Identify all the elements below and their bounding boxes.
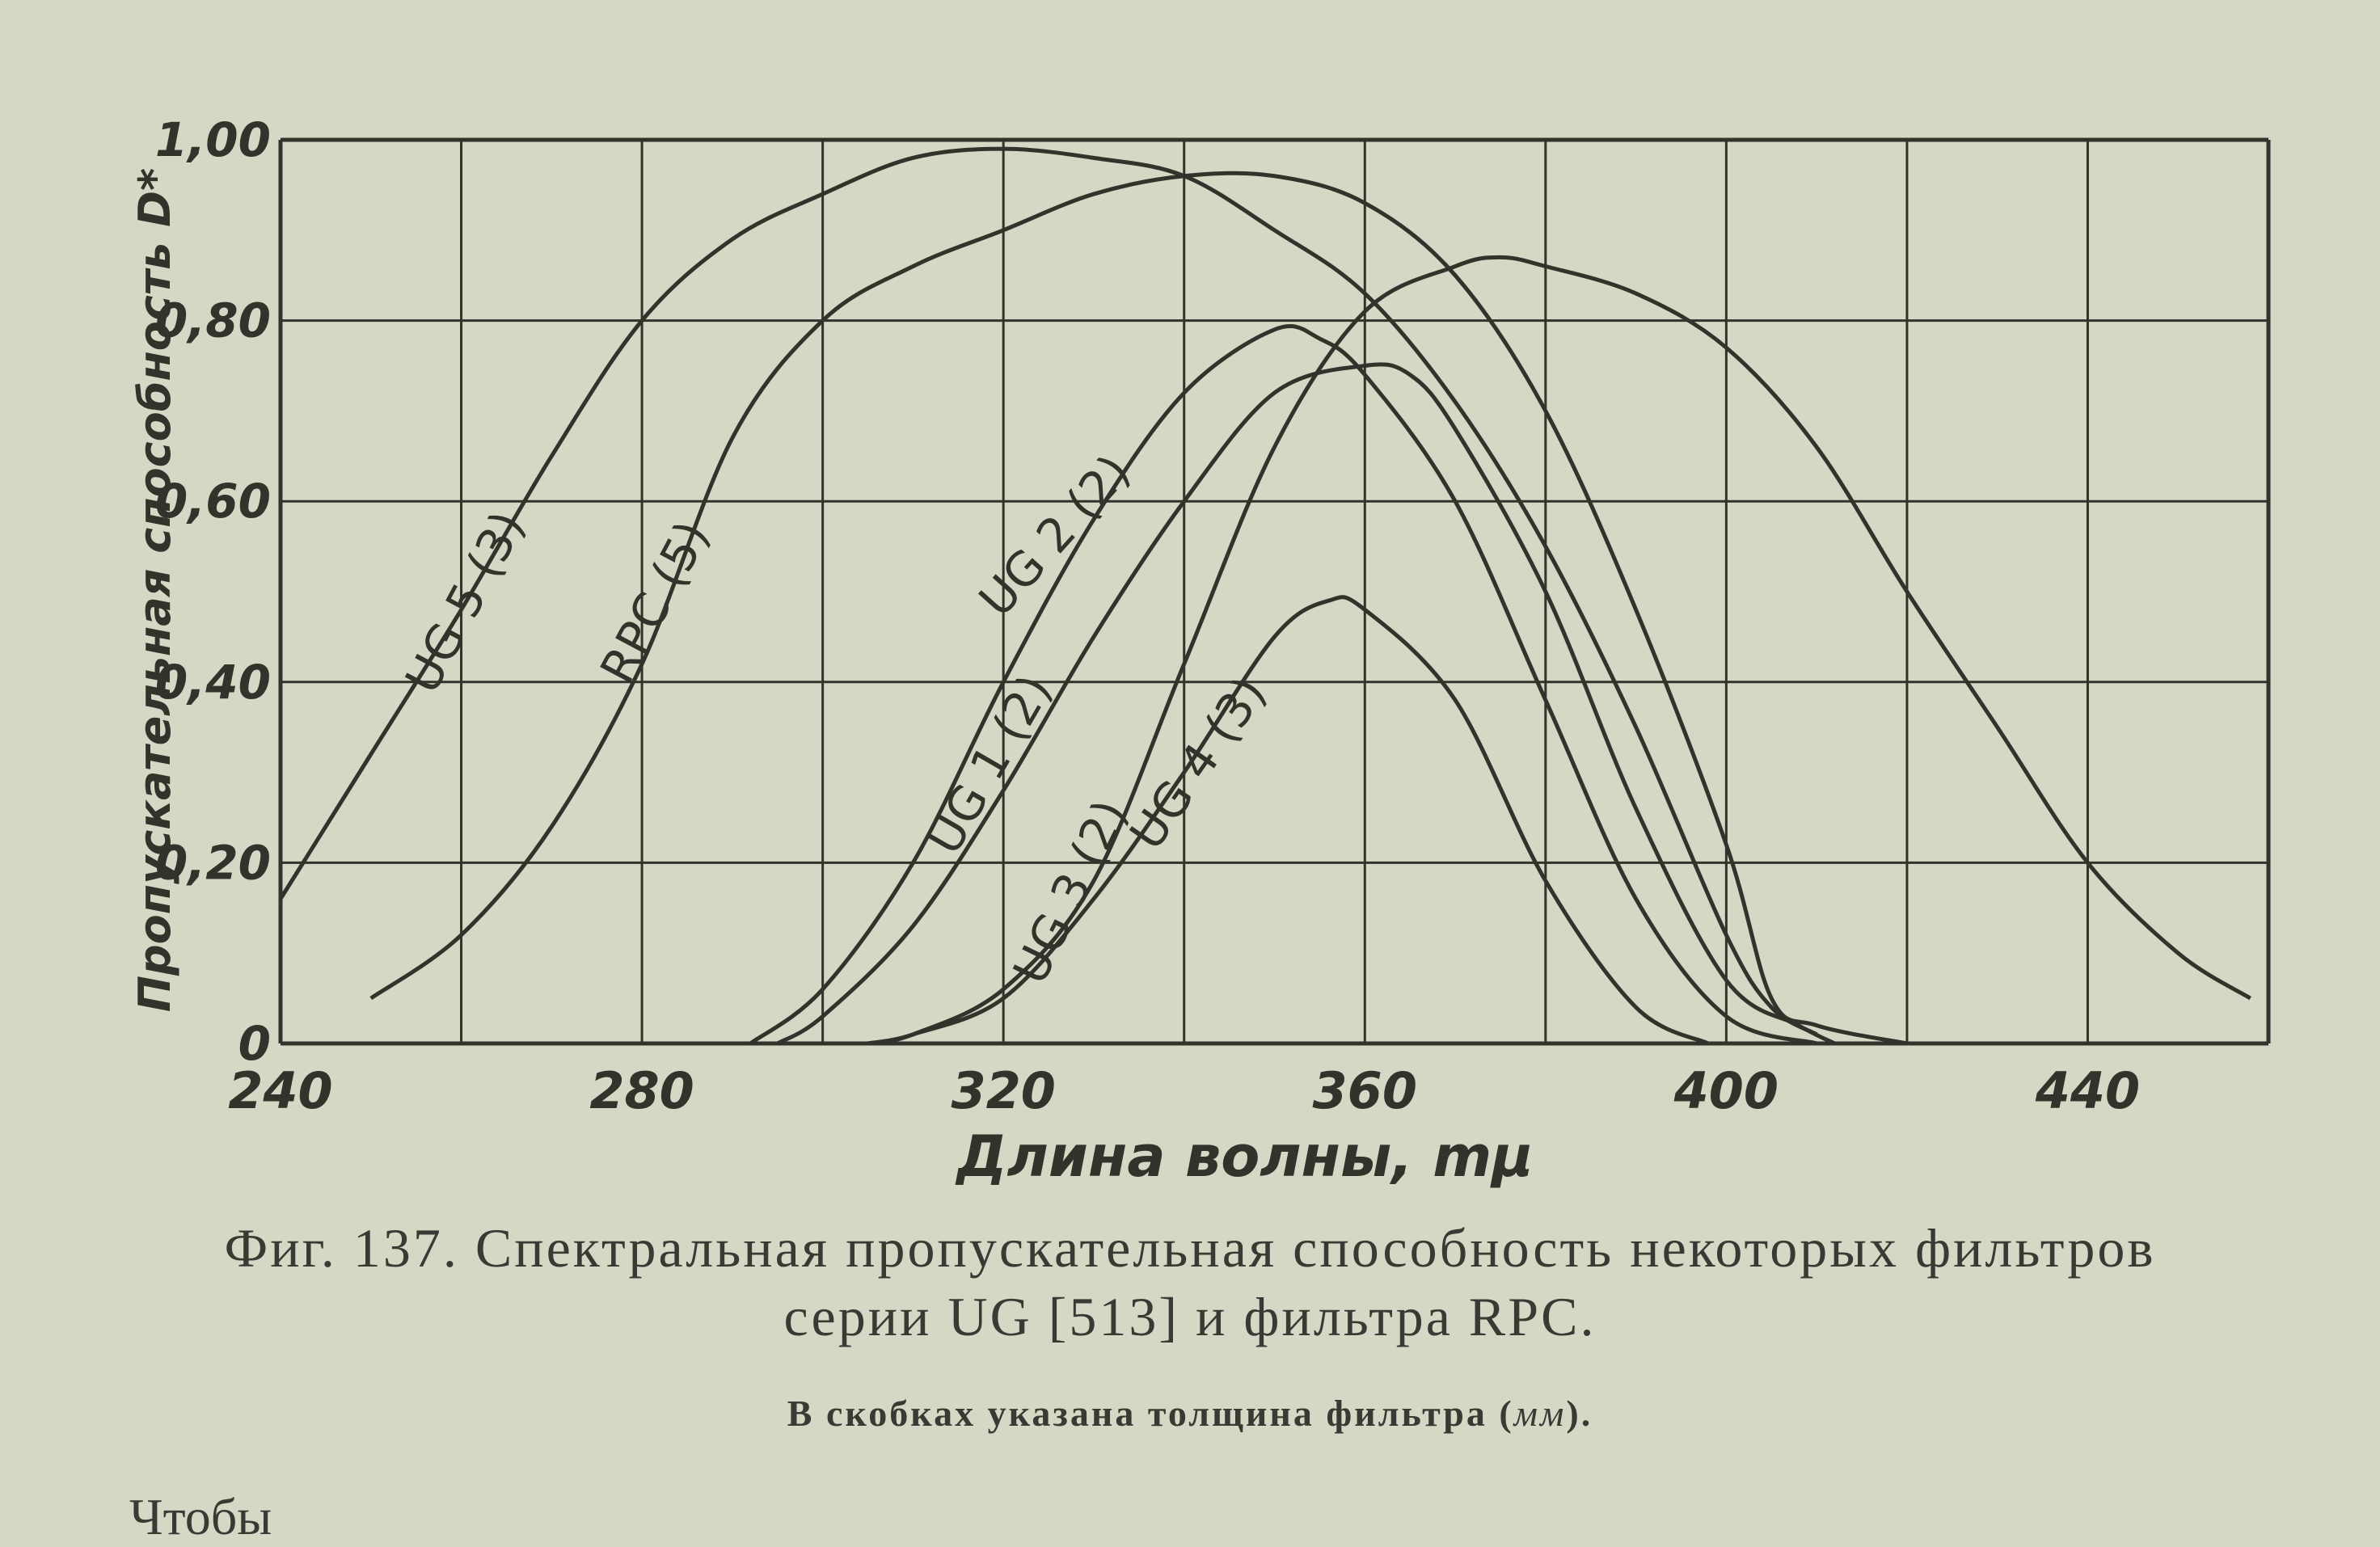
transmission-chart: 240 280 320 360 400 44000,200,400,600,801,00 …: [129, 112, 2271, 1190]
caption-note-text: В скобках указана толщина фильтра (: [787, 1393, 1514, 1434]
series-line-ug-4-3: [867, 595, 1710, 1046]
caption-note-end: ).: [1566, 1393, 1593, 1434]
series-label: UG 4 (3): [1119, 667, 1277, 859]
body-text-fragment: Чтобы: [129, 1488, 272, 1545]
series-label: RPC (5): [589, 512, 720, 692]
series-label: UG 5 (3): [395, 503, 535, 702]
series-label: UG 3 (2): [1002, 791, 1138, 993]
series-line-rpc-5: [369, 171, 1908, 1046]
y-tick-label: 0,60: [155, 474, 271, 529]
caption-note-unit: мм: [1513, 1393, 1567, 1434]
x-tick-label: 440: [2035, 1061, 2140, 1120]
series-label: UG 1 (2): [917, 665, 1063, 863]
series-line-ug-3-2: [867, 255, 2251, 1046]
x-axis-label: Длина волны, mμ: [955, 1123, 1533, 1190]
figure-caption-note: В скобках указана толщина фильтра (мм).: [0, 1392, 2380, 1435]
x-tick-label: 360: [1313, 1061, 1417, 1120]
tick-labels: 240 280 320 360 400 440 0 0,20 0,40 0,60 0,80 1,00: [155, 112, 2140, 1120]
x-tick-label: 320: [951, 1061, 1055, 1120]
x-tick-label: 240: [228, 1061, 332, 1120]
x-tick-label: 400: [1673, 1061, 1779, 1120]
figure-caption-line1: Фиг. 137. Спектральная пропускательная с…: [224, 1217, 2156, 1279]
grid: [278, 137, 2271, 1046]
series-line-ug-2-2: [749, 324, 1817, 1046]
series-line-ug-1-2: [776, 362, 1836, 1046]
series-labels: UG 5 (3) RPC (5) UG 2 (2)UG 1 (2)UG 3 (2)U…: [395, 445, 1277, 993]
x-tick-label: 280: [589, 1061, 694, 1120]
y-tick-label: 0,80: [155, 293, 271, 348]
y-tick-label: 0: [238, 1016, 271, 1071]
y-tick-label: 0,40: [155, 655, 271, 710]
y-axis-label: Пропускательная способность D*: [129, 168, 180, 1012]
curves: [278, 146, 2251, 1046]
y-tick-label: 1,00: [155, 112, 271, 167]
figure-caption-line2: серии UG [513] и фильтра RPC.: [783, 1286, 1597, 1347]
y-tick-label: 0,20: [155, 835, 271, 890]
series-line-ug-5-3: [278, 146, 1818, 1037]
